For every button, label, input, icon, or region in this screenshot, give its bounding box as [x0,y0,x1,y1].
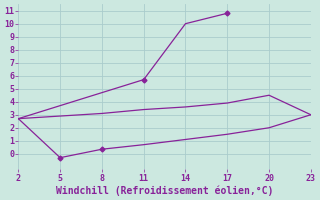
X-axis label: Windchill (Refroidissement éolien,°C): Windchill (Refroidissement éolien,°C) [56,185,273,196]
